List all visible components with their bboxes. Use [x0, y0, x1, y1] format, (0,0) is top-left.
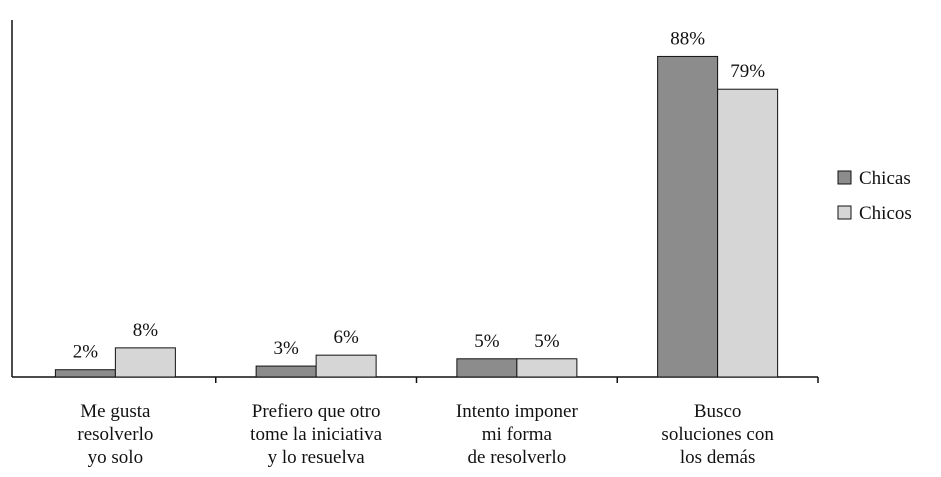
- value-label: 5%: [534, 331, 560, 352]
- x-tick-label: Prefiero que otro tome la iniciativa y l…: [250, 401, 383, 468]
- legend-label: Chicos: [859, 203, 912, 224]
- value-label: 2%: [73, 342, 99, 363]
- x-tick-label: Busco soluciones con los demás: [661, 401, 774, 468]
- value-label: 6%: [333, 327, 359, 348]
- bar: [114, 347, 176, 378]
- value-label: 3%: [273, 338, 299, 359]
- bar: [255, 365, 317, 378]
- bar: [717, 88, 779, 378]
- x-tick-label: Me gusta resolverlo yo solo: [77, 401, 154, 468]
- value-label: 88%: [670, 28, 705, 49]
- x-tick-label: Intento imponer mi forma de resolverlo: [455, 401, 578, 468]
- value-label: 5%: [474, 331, 500, 352]
- bar: [54, 369, 116, 378]
- legend-swatch: [837, 170, 852, 185]
- bar: [657, 55, 719, 378]
- value-label: 8%: [133, 320, 159, 341]
- value-label: 79%: [730, 61, 765, 82]
- legend-swatch: [837, 205, 852, 220]
- bar: [315, 354, 377, 378]
- legend-label: Chicas: [859, 168, 911, 189]
- bar: [516, 358, 578, 378]
- bar: [456, 358, 518, 378]
